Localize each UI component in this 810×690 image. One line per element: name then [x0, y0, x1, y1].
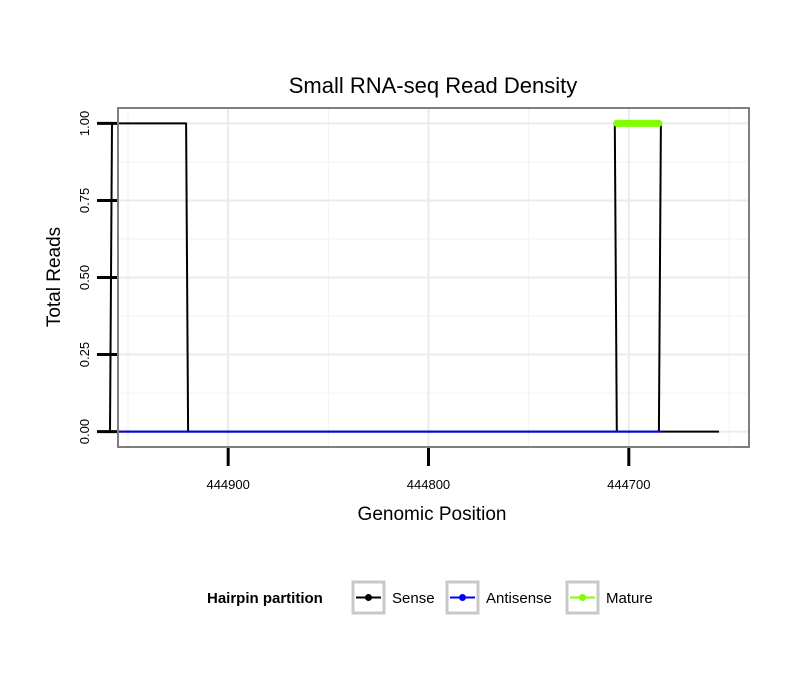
legend-key-point: [579, 594, 586, 601]
data-layer: [109, 119, 719, 433]
y-axis: 0.00 0.25 0.50 0.75 1.00: [77, 111, 117, 444]
x-tick-label: 444900: [206, 477, 249, 492]
grid-lines: [118, 108, 749, 447]
legend: Hairpin partition Sense Antisense Mature: [207, 580, 653, 615]
legend-key-point: [365, 594, 372, 601]
x-axis: 444900 444800 444700: [206, 448, 651, 492]
legend-label-sense: Sense: [392, 590, 435, 607]
x-tick-label: 444800: [407, 477, 450, 492]
y-tick-label: 0.25: [77, 342, 92, 367]
legend-label-antisense: Antisense: [486, 590, 552, 607]
legend-key-point: [459, 594, 466, 601]
y-axis-title: Total Reads: [44, 227, 65, 327]
legend-title: Hairpin partition: [207, 590, 323, 607]
y-tick-label: 0.50: [77, 265, 92, 290]
x-axis-title: Genomic Position: [358, 504, 507, 525]
legend-label-mature: Mature: [606, 590, 653, 607]
y-tick-label: 0.75: [77, 188, 92, 213]
y-tick-label: 1.00: [77, 111, 92, 136]
plot-panel-border: [117, 107, 750, 448]
y-tick-label: 0.00: [77, 419, 92, 444]
x-tick-label: 444700: [607, 477, 650, 492]
chart-title: Small RNA-seq Read Density: [289, 73, 578, 98]
